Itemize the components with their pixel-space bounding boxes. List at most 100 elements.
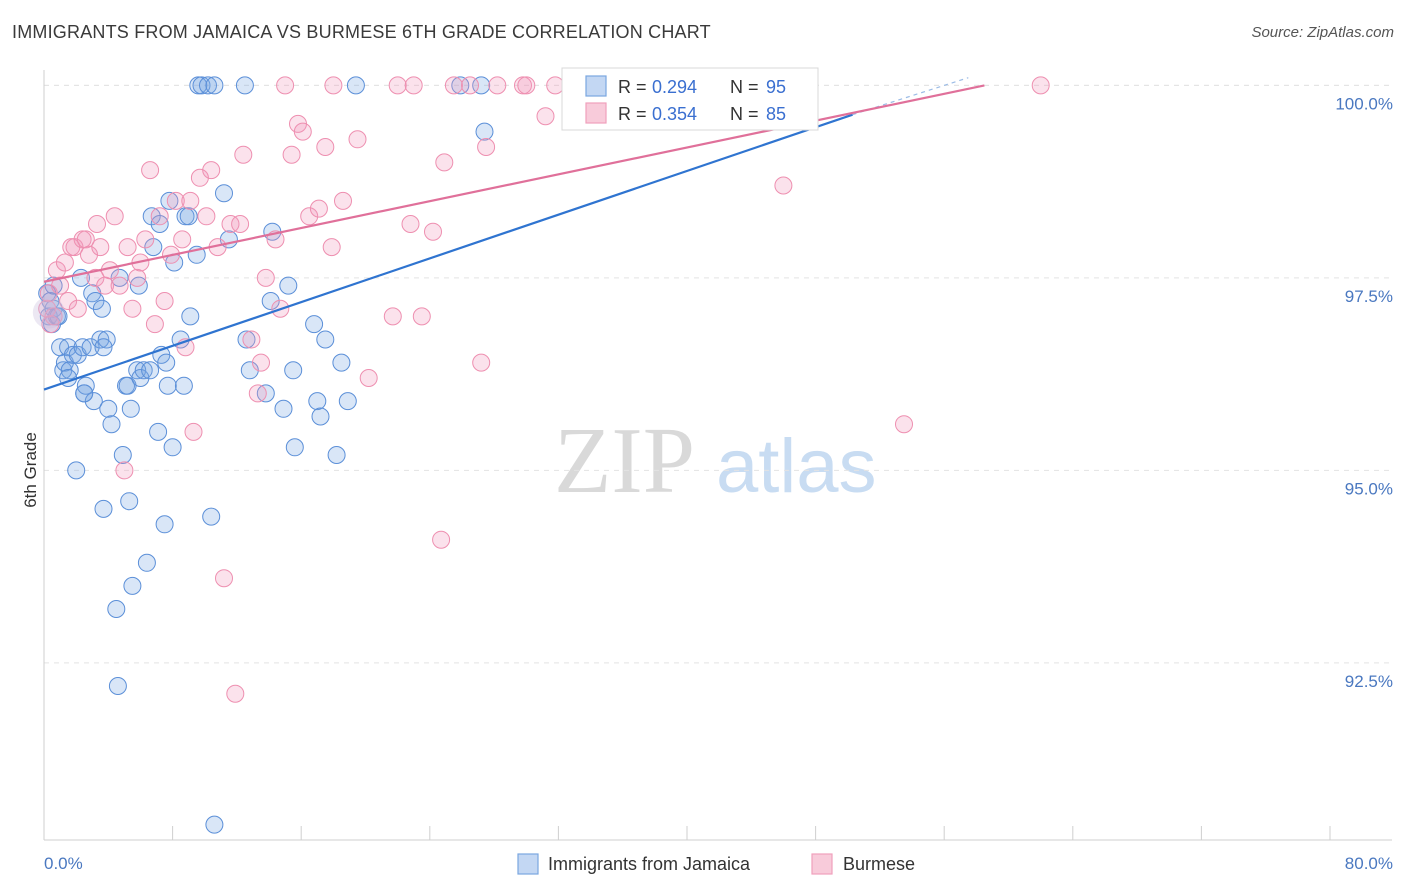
bottom-legend-swatch-jamaica — [517, 853, 539, 875]
point-burmese — [197, 207, 216, 226]
x-tick-label-max: 80.0% — [1345, 854, 1393, 873]
point-jamaica — [235, 76, 254, 95]
legend-box: R = 0.294 N = 95 R = 0.354 N = 85 — [561, 67, 819, 131]
point-jamaica — [75, 384, 94, 403]
point-jamaica — [108, 677, 127, 695]
point-burmese — [309, 199, 328, 218]
bottom-legend-swatch-burmese — [811, 853, 833, 875]
point-burmese — [334, 191, 352, 210]
point-jamaica — [60, 361, 79, 380]
y-axis-label: 6th Grade — [21, 432, 40, 508]
point-burmese — [231, 215, 250, 233]
point-jamaica — [274, 399, 293, 418]
point-burmese — [1031, 76, 1050, 95]
point-burmese — [472, 353, 491, 372]
point-jamaica — [205, 815, 224, 834]
point-burmese — [150, 207, 169, 226]
point-jamaica — [102, 415, 121, 434]
point-burmese — [435, 153, 454, 172]
legend-n-label-burmese: N = — [730, 104, 759, 124]
point-burmese — [282, 145, 301, 164]
point-jamaica — [237, 330, 256, 349]
point-burmese — [477, 138, 496, 156]
bottom-legend-label-jamaica: Immigrants from Jamaica — [548, 854, 751, 874]
point-jamaica — [113, 446, 132, 464]
point-jamaica — [279, 276, 298, 295]
point-jamaica — [94, 499, 113, 518]
y-tick-label: 95.0% — [1345, 479, 1393, 498]
point-burmese — [234, 145, 253, 164]
point-burmese — [51, 276, 70, 295]
point-burmese — [184, 422, 203, 441]
point-burmese — [348, 130, 367, 149]
point-jamaica — [163, 438, 182, 457]
point-burmese — [536, 107, 555, 126]
point-jamaica — [63, 345, 82, 364]
point-burmese — [432, 530, 451, 549]
point-jamaica — [174, 376, 193, 395]
point-jamaica — [199, 76, 217, 95]
point-burmese — [404, 76, 423, 95]
legend-n-value-jamaica: 95 — [766, 77, 786, 97]
legend-swatch-burmese — [585, 102, 607, 124]
point-jamaica — [129, 276, 148, 295]
point-jamaica — [346, 76, 365, 95]
point-burmese — [86, 268, 105, 287]
point-jamaica — [84, 392, 103, 411]
point-jamaica — [308, 392, 327, 411]
point-burmese — [226, 684, 245, 703]
point-jamaica — [120, 492, 139, 511]
legend-r-label-jamaica: R = — [618, 77, 647, 97]
point-jamaica — [141, 361, 160, 380]
point-burmese — [546, 76, 565, 95]
x-tick-label-min: 0.0% — [44, 854, 83, 873]
point-burmese — [76, 230, 95, 249]
legend-r-value-jamaica: 0.294 — [652, 77, 697, 97]
point-burmese — [215, 569, 233, 588]
bottom-legend: Immigrants from Jamaica Burmese — [517, 853, 915, 875]
point-burmese — [123, 299, 142, 318]
point-jamaica — [215, 184, 233, 203]
point-burmese — [316, 138, 335, 156]
point-burmese — [181, 191, 200, 210]
point-jamaica — [137, 553, 156, 572]
point-jamaica — [81, 338, 100, 357]
point-burmese — [388, 76, 407, 95]
point-burmese — [88, 215, 106, 233]
point-burmese — [517, 76, 536, 95]
point-burmese — [110, 276, 129, 295]
point-jamaica — [155, 515, 174, 534]
point-burmese — [444, 76, 463, 95]
point-jamaica — [451, 76, 470, 95]
point-jamaica — [327, 446, 346, 464]
point-burmese — [383, 307, 402, 326]
point-burmese — [136, 230, 155, 249]
point-burmese — [145, 315, 164, 334]
point-burmese — [38, 299, 57, 318]
point-jamaica — [284, 361, 303, 380]
point-burmese — [173, 230, 192, 249]
point-burmese — [59, 292, 78, 310]
point-burmese — [324, 76, 343, 95]
point-jamaica — [157, 353, 176, 372]
point-burmese — [895, 415, 913, 434]
point-jamaica — [160, 191, 179, 210]
point-jamaica — [94, 338, 113, 357]
point-jamaica — [150, 215, 169, 233]
point-jamaica — [332, 353, 351, 372]
point-jamaica — [149, 422, 168, 441]
point-jamaica — [134, 361, 153, 380]
trend-line-jamaica — [43, 113, 853, 391]
point-jamaica — [205, 76, 224, 95]
point-jamaica — [475, 122, 494, 141]
source-credit: Source: ZipAtlas.com — [1251, 24, 1394, 41]
point-burmese — [322, 238, 341, 257]
point-burmese — [461, 76, 479, 95]
point-jamaica — [305, 315, 324, 334]
y-tick-label: 92.5% — [1345, 672, 1393, 691]
point-jamaica — [261, 292, 280, 310]
point-jamaica — [99, 399, 118, 418]
y-tick-label: 97.5% — [1345, 287, 1393, 306]
point-burmese — [401, 215, 420, 233]
